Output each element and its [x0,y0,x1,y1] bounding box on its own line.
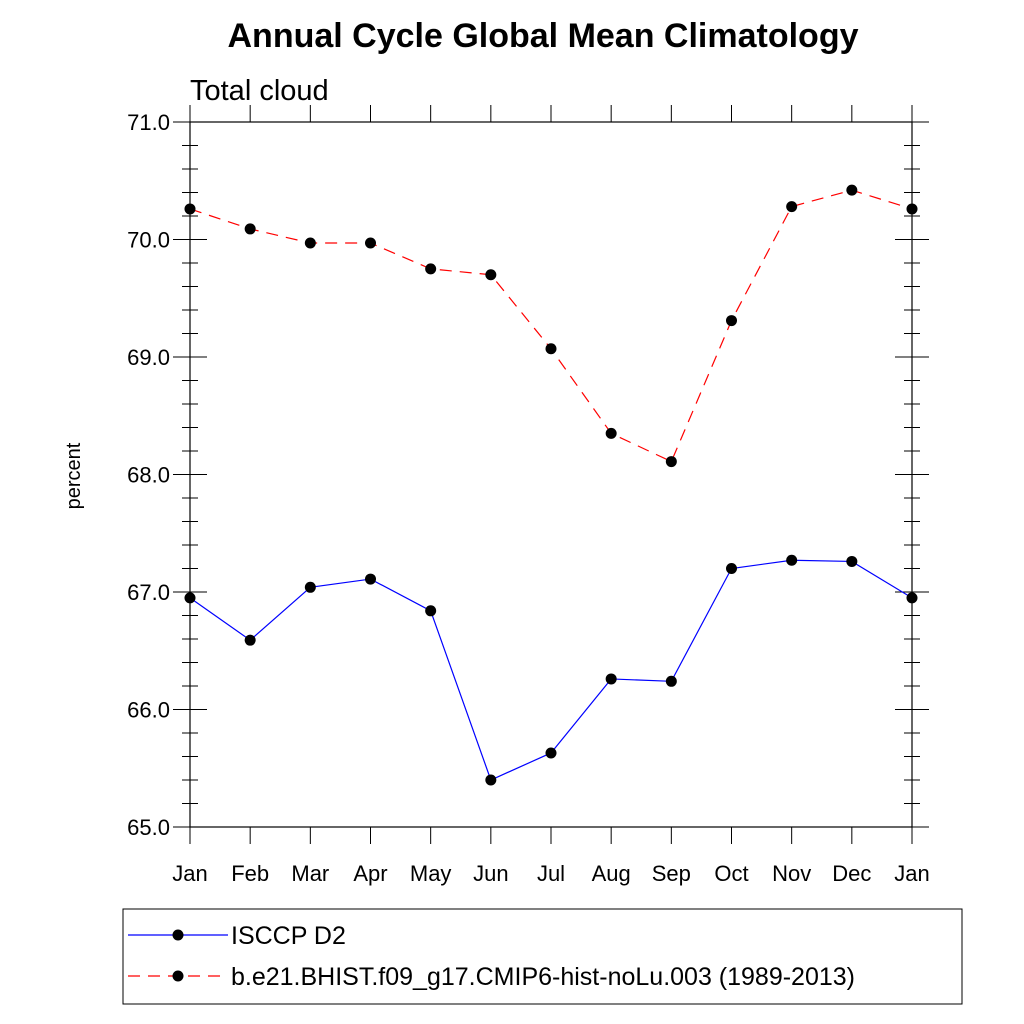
y-tick-label: 65.0 [127,815,170,840]
data-point-series-1 [244,223,256,235]
series-layer [184,184,918,786]
chart-title: Annual Cycle Global Mean Climatology [228,17,859,55]
data-point-series-0 [605,673,617,685]
data-point-series-0 [304,581,316,593]
data-point-series-1 [425,263,437,275]
x-tick-label: May [410,861,452,886]
x-tick-label: Oct [714,861,748,886]
data-point-series-0 [425,605,437,617]
data-point-series-1 [665,456,677,468]
y-tick-label: 69.0 [127,345,170,370]
data-point-series-1 [726,315,737,327]
data-point-series-0 [726,563,737,574]
data-point-series-0 [545,747,557,759]
y-tick-label: 70.0 [127,228,170,253]
data-point-series-1 [545,343,557,355]
x-tick-label: Sep [652,861,691,886]
data-point-series-1 [786,201,798,213]
legend-label-model: b.e21.BHIST.f09_g17.CMIP6-hist-noLu.003 … [231,963,855,991]
data-point-series-0 [365,573,376,585]
plot-frame [189,121,913,828]
data-point-series-1 [304,237,316,249]
y-tick-label: 71.0 [127,110,170,135]
data-point-series-1 [184,203,196,215]
data-point-series-0 [244,634,256,646]
data-point-series-0 [184,592,196,604]
data-point-series-1 [605,427,617,439]
x-tick-label: Aug [592,861,631,886]
x-tick-label: Jan [172,861,207,886]
data-point-series-0 [485,774,497,786]
chart-subtitle: Total cloud [190,75,329,107]
data-point-series-0 [846,555,858,567]
data-point-series-1 [846,184,858,196]
x-tick-label: Jun [473,861,508,886]
data-point-series-0 [786,554,798,566]
y-tick-label: 67.0 [127,580,170,605]
data-point-series-1 [365,237,376,249]
y-axis-label: percent [63,442,85,509]
legend: ISCCP D2 b.e21.BHIST.f09_g17.CMIP6-hist-… [122,908,963,1005]
x-tick-label: Apr [353,861,387,886]
x-tick-label: Dec [832,861,871,886]
x-tick-label: Jul [537,861,565,886]
y-tick-label: 68.0 [127,463,170,488]
data-point-series-0 [906,592,918,604]
x-tick-label: Feb [231,861,269,886]
legend-label-isccp-d2: ISCCP D2 [231,922,346,950]
axes: 65.0 66.0 67.0 68.0 69.0 70.0 71.0 Jan Feb Mar Apr… [127,105,930,886]
data-point-series-0 [665,675,677,687]
y-tick-label: 66.0 [127,698,170,723]
legend-marker-isccp-d2 [172,929,184,941]
x-tick-label: Nov [772,861,811,886]
legend-box [122,908,963,1005]
x-tick-label: Jan [894,861,929,886]
legend-marker-model [172,970,184,982]
data-point-series-1 [906,203,918,215]
data-point-series-1 [485,269,497,281]
series-line-1 [189,189,913,463]
series-line-0 [189,559,913,781]
x-tick-label: Mar [291,861,329,886]
